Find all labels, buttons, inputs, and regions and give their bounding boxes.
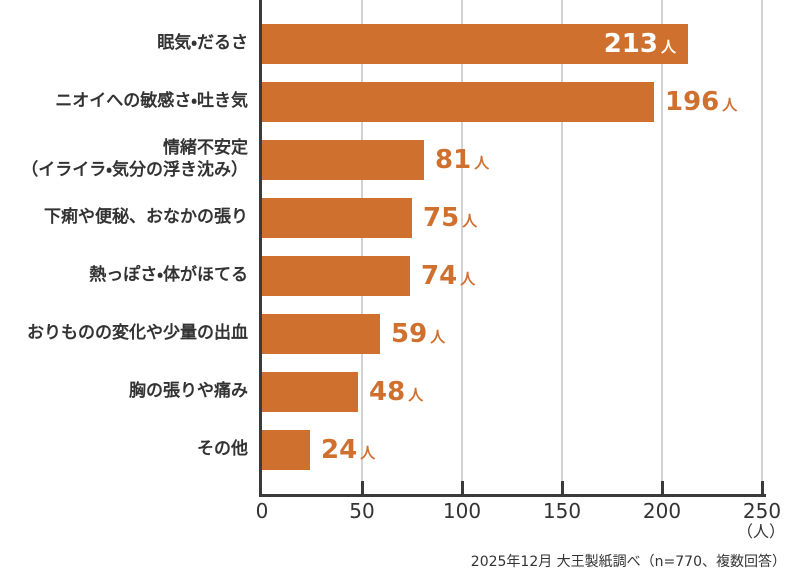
chart-row: 下痢や便秘、おなかの張り 75 人	[0, 189, 800, 247]
bar-track: 59 人	[262, 314, 762, 354]
value-unit: 人	[474, 154, 490, 172]
value-number: 74	[421, 261, 458, 291]
plot-area	[262, 0, 764, 494]
gridline-100	[461, 0, 463, 494]
bar: 213 人	[262, 24, 688, 64]
value-number: 59	[391, 319, 428, 349]
axis-tick-150	[560, 481, 564, 494]
value-unit: 人	[460, 270, 476, 288]
value-number: 196	[665, 87, 720, 117]
value-number: 213	[603, 29, 658, 59]
y-axis-line	[259, 0, 262, 497]
bar-track: 24 人	[262, 430, 762, 470]
value-label: 213 人	[604, 29, 676, 59]
value-unit: 人	[722, 96, 738, 114]
category-label: 熱っぽさ・体がほてる	[89, 265, 248, 286]
x-axis-tick-labels: 0 50 100 150 200 250	[256, 499, 781, 523]
chart-rows: 眠気・だるさ 213 人 ニオイへの敏感さ・吐き気 196 人 情緒不安定 （イライ…	[0, 15, 800, 479]
chart-row: 情緒不安定 （イライラ・気分の浮き沈み） 81 人	[0, 131, 800, 189]
chart-row: おりものの変化や少量の出血 59 人	[0, 305, 800, 363]
value-label: 74 人	[421, 261, 475, 291]
tick-label-150: 150	[542, 499, 582, 523]
value-label: 48 人	[369, 377, 423, 407]
bar-track: 75 人	[262, 198, 762, 238]
bar: 59 人	[262, 314, 445, 354]
value-label: 196 人	[665, 87, 737, 117]
axis-tick-200	[660, 481, 664, 494]
value-number: 75	[423, 203, 460, 233]
x-axis-line	[259, 494, 766, 497]
value-unit: 人	[660, 38, 676, 56]
tick-label-200: 200	[642, 499, 682, 523]
chart-row: ニオイへの敏感さ・吐き気 196 人	[0, 73, 800, 131]
tick-label-50: 50	[349, 499, 375, 523]
value-label: 75 人	[423, 203, 477, 233]
value-number: 48	[369, 377, 406, 407]
value-unit: 人	[430, 328, 446, 346]
gridline-50	[361, 0, 363, 494]
gridline-200	[661, 0, 663, 494]
value-unit: 人	[408, 386, 424, 404]
category-label: ニオイへの敏感さ・吐き気	[55, 91, 248, 112]
category-label: 情緒不安定 （イライラ・気分の浮き沈み）	[21, 138, 248, 180]
category-label: 眠気・だるさ	[157, 33, 248, 54]
bar: 74 人	[262, 256, 475, 296]
bar-track: 213 人	[262, 24, 762, 64]
axis-tick-100	[460, 481, 464, 494]
value-label: 59 人	[391, 319, 445, 349]
chart-row: その他 24 人	[0, 421, 800, 479]
chart-row: 眠気・だるさ 213 人	[0, 15, 800, 73]
bar-track: 74 人	[262, 256, 762, 296]
bar: 48 人	[262, 372, 423, 412]
value-unit: 人	[462, 212, 478, 230]
footnote: 2025年12月 大王製紙調べ（n=770、複数回答）	[470, 554, 786, 570]
bar: 196 人	[262, 82, 737, 122]
gridline-250	[761, 0, 763, 494]
category-label: その他	[197, 439, 248, 460]
tick-label-100: 100	[442, 499, 482, 523]
bar: 81 人	[262, 140, 489, 180]
chart-row: 熱っぽさ・体がほてる 74 人	[0, 247, 800, 305]
axis-tick-250	[760, 481, 764, 494]
value-number: 24	[321, 435, 358, 465]
category-label: おりものの変化や少量の出血	[27, 323, 248, 344]
tick-label-250: 250	[742, 499, 782, 523]
chart-row: 胸の張りや痛み 48 人	[0, 363, 800, 421]
value-label: 24 人	[321, 435, 375, 465]
value-number: 81	[435, 145, 472, 175]
bar-track: 48 人	[262, 372, 762, 412]
bar-track: 196 人	[262, 82, 762, 122]
category-label: 下痢や便秘、おなかの張り	[44, 207, 248, 228]
bar: 24 人	[262, 430, 375, 470]
value-unit: 人	[360, 444, 376, 462]
axis-unit-label: （人）	[737, 522, 786, 541]
axis-tick-50	[360, 481, 364, 494]
bar-track: 81 人	[262, 140, 762, 180]
category-label: 胸の張りや痛み	[129, 381, 248, 402]
bar: 75 人	[262, 198, 477, 238]
gridline-150	[561, 0, 563, 494]
value-label: 81 人	[435, 145, 489, 175]
tick-label-0: 0	[255, 499, 269, 523]
